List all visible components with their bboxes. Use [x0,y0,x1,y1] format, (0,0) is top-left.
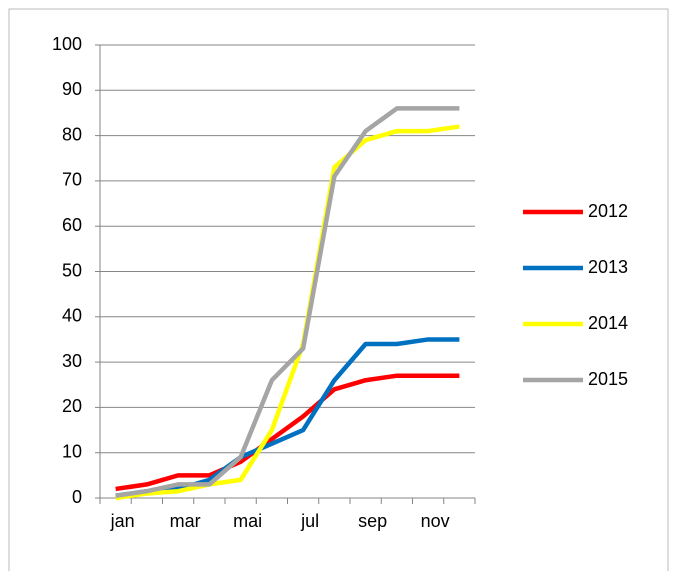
series-line [115,373,460,492]
legend-label: 2014 [588,313,628,333]
series-line [115,337,460,498]
x-tick-label: sep [358,511,387,531]
y-tick-label: 10 [62,441,82,461]
x-tick-label: nov [421,511,450,531]
y-tick-label: 50 [62,260,82,280]
y-tick-label: 70 [62,170,82,190]
y-tick-label: 100 [52,34,82,54]
chart-frame [8,8,669,571]
y-tick-label: 0 [72,487,82,507]
series-line [115,124,460,501]
x-tick-label: jan [110,511,135,531]
x-tick-label: mai [233,511,262,531]
legend-label: 2012 [588,201,628,221]
x-tick-label: jul [300,511,319,531]
legend-label: 2015 [588,369,628,389]
x-tick-label: mar [170,511,201,531]
y-tick-label: 80 [62,124,82,144]
y-tick-label: 90 [62,79,82,99]
series-line [115,106,460,498]
y-tick-label: 60 [62,215,82,235]
y-tick-label: 20 [62,396,82,416]
y-tick-label: 30 [62,351,82,371]
legend-label: 2013 [588,257,628,277]
y-tick-label: 40 [62,306,82,326]
